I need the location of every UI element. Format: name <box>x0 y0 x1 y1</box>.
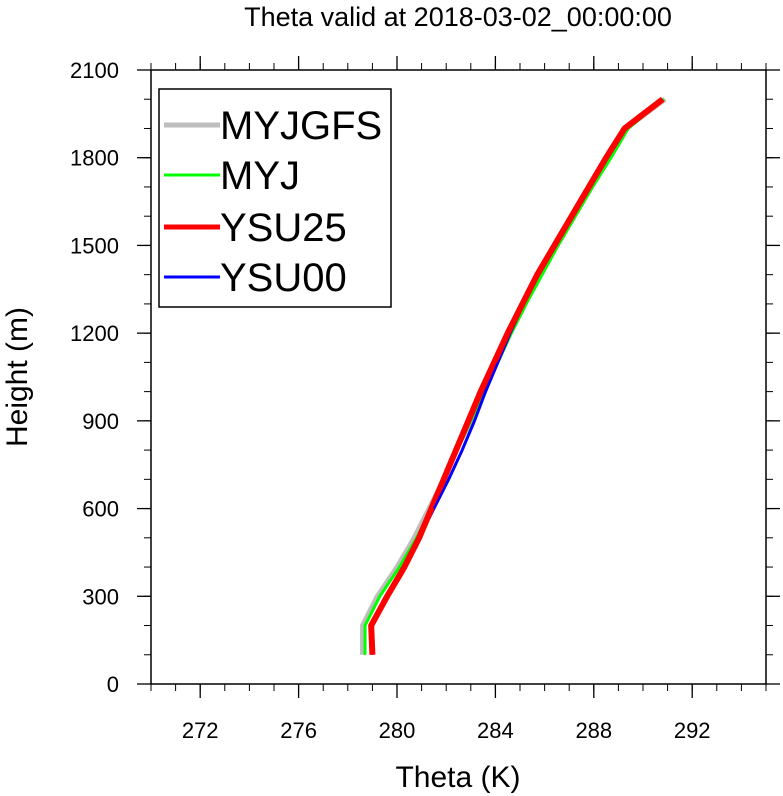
x-tick-label: 272 <box>182 718 219 743</box>
x-tick-label: 280 <box>379 718 416 743</box>
y-axis-label: Height (m) <box>1 307 34 447</box>
series-line-myj <box>363 98 665 655</box>
tick-labels: 272 276 280 284 288 292 0 300 600 900 1200 1500 1800… <box>70 58 711 743</box>
series-line-myjgfs <box>360 97 667 655</box>
x-tick-label: 292 <box>674 718 711 743</box>
x-tick-label: 276 <box>280 718 317 743</box>
y-tick-label: 1500 <box>70 233 119 258</box>
major-ticks <box>137 56 780 698</box>
y-tick-label: 300 <box>82 584 119 609</box>
legend-label-ysu00: YSU00 <box>220 256 347 300</box>
legend-label-myjgfs: MYJGFS <box>220 104 382 148</box>
y-tick-label: 600 <box>82 497 119 522</box>
y-tick-label: 1800 <box>70 146 119 171</box>
legend-label-myj: MYJ <box>220 154 300 198</box>
legend-label-ysu25: YSU25 <box>220 206 347 250</box>
series-line-ysu25 <box>368 96 665 655</box>
y-tick-label: 900 <box>82 409 119 434</box>
x-tick-label: 284 <box>477 718 514 743</box>
x-axis-label: Theta (K) <box>395 761 520 794</box>
y-tick-label: 2100 <box>70 58 119 83</box>
x-tick-label: 288 <box>575 718 612 743</box>
series-line-ysu00-highlight <box>433 361 499 510</box>
chart-title: Theta valid at 2018-03-02_00:00:00 <box>244 2 672 32</box>
plot-frame <box>150 69 767 685</box>
series-lines <box>360 96 667 655</box>
y-tick-label: 1200 <box>70 321 119 346</box>
y-tick-label: 0 <box>107 672 119 697</box>
series-line-ysu00 <box>369 98 664 655</box>
legend: MYJGFS MYJ YSU25 YSU00 <box>158 88 392 308</box>
